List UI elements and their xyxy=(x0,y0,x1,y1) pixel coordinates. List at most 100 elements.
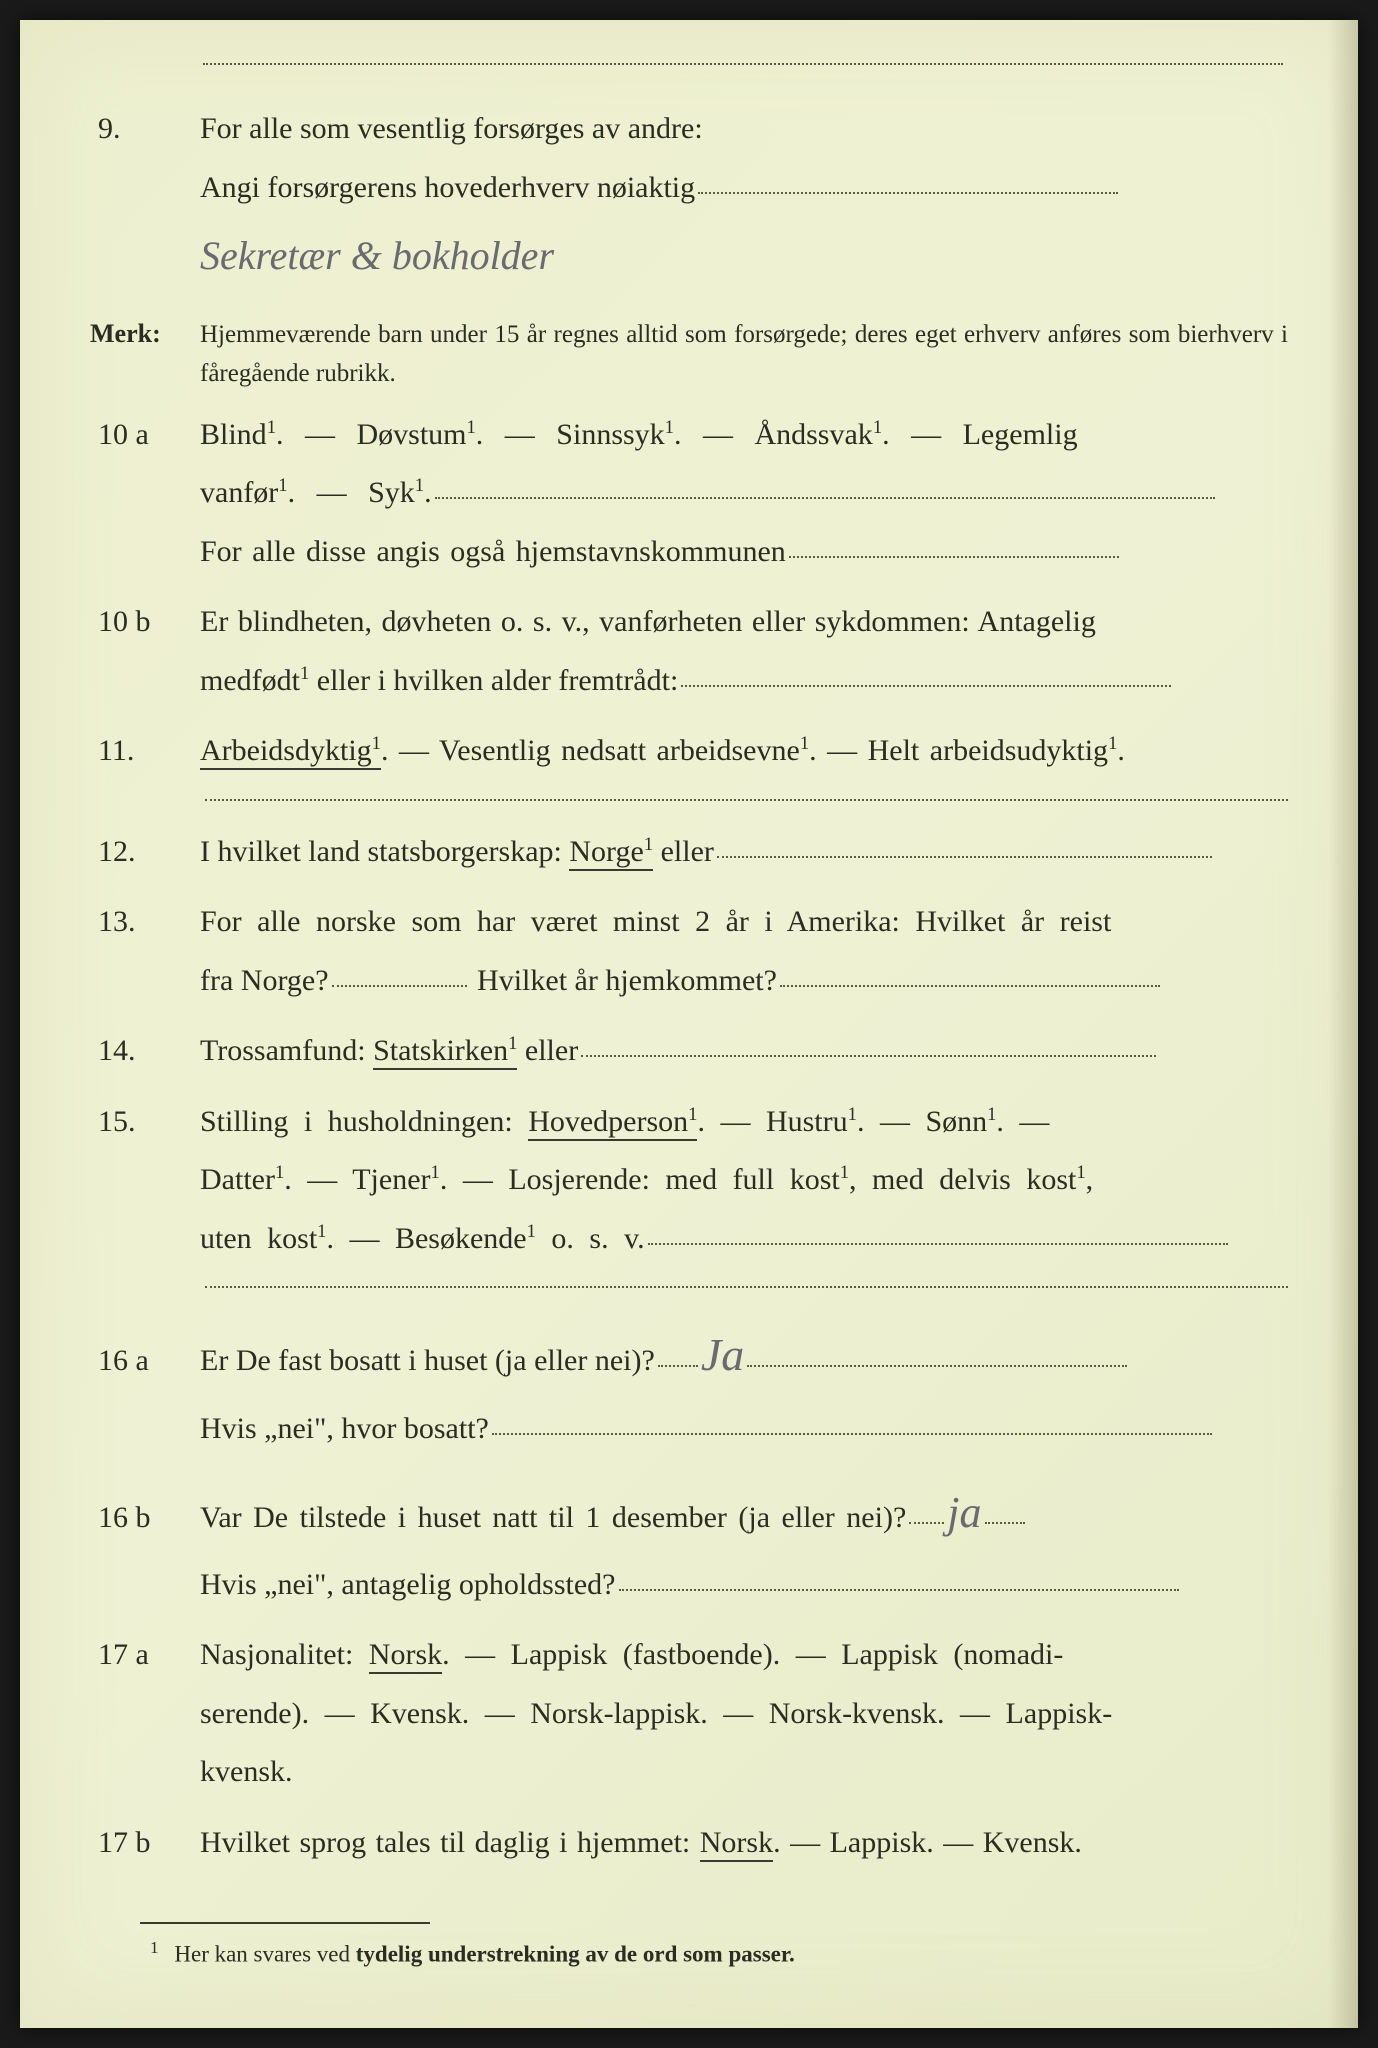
q14-num: 14. xyxy=(90,1022,200,1081)
q10a: 10 a Blind1. — Døvstum1. — Sinnssyk1. — … xyxy=(90,406,1288,582)
footnote-num: 1 xyxy=(150,1938,159,1957)
q16a-line2: Hvis „nei", hvor bosatt? xyxy=(200,1412,489,1445)
q13-num: 13. xyxy=(90,893,200,952)
q15-prefix: Stilling i husholdningen: xyxy=(200,1105,528,1138)
q11-num: 11. xyxy=(90,722,200,781)
q10a-line3: For alle disse angis også hjemstavnskomm… xyxy=(200,535,786,568)
q12-suffix: eller xyxy=(653,835,714,868)
q17b-selected-norsk: Norsk xyxy=(700,1826,773,1862)
q14-body: Trossamfund: Statskirken1 eller xyxy=(200,1022,1288,1081)
q15-l3: uten kost1. — Besøkende1 o. s. v. xyxy=(200,1222,645,1255)
q16b: 16 b Var De tilstede i huset natt til 1 … xyxy=(90,1470,1288,1614)
q13-fill-1 xyxy=(332,985,467,987)
q15-sonn: Sønn1. xyxy=(925,1105,1003,1138)
footnote-text-a: Her kan svares ved xyxy=(174,1942,355,1967)
q10b-line2: medfødt1 eller i hvilken alder fremtrådt… xyxy=(200,664,678,697)
q9-line2: Angi forsørgerens hovederhverv nøiaktig xyxy=(200,171,695,204)
q10b: 10 b Er blindheten, døvheten o. s. v., v… xyxy=(90,593,1288,710)
q9-line1: For alle som vesentlig forsørges av andr… xyxy=(200,112,703,145)
q10a-fill-line xyxy=(435,497,1215,499)
q16a-answer: Ja xyxy=(701,1310,744,1400)
q11-opt2: Vesentlig nedsatt arbeidsevne1. xyxy=(439,734,817,767)
q14-selected-statskirken: Statskirken1 xyxy=(373,1034,517,1070)
q17b-body: Hvilket sprog tales til daglig i hjemmet… xyxy=(200,1814,1288,1873)
q14-fill-line xyxy=(581,1055,1156,1057)
q11: 11. Arbeidsdyktig1. — Vesentlig nedsatt … xyxy=(90,722,1288,781)
q15-num: 15. xyxy=(90,1093,200,1152)
merk-label: Merk: xyxy=(90,309,200,360)
q14-suffix: eller xyxy=(517,1034,578,1067)
q17a-rest-l1: — Lappisk (fastboende). — Lappisk (nomad… xyxy=(450,1638,1064,1671)
footnote-rule xyxy=(140,1922,430,1924)
q12-body: I hvilket land statsborgerskap: Norge1 e… xyxy=(200,823,1288,882)
q9-fill-line1 xyxy=(698,192,1118,194)
q15-selected-hovedperson: Hovedperson1 xyxy=(528,1105,697,1141)
q13: 13. For alle norske som har været minst … xyxy=(90,893,1288,1010)
q17a-num: 17 a xyxy=(90,1626,200,1685)
q15-hustru: Hustru1. xyxy=(766,1105,864,1138)
q9-fill-line2 xyxy=(203,63,1283,65)
merk-text: Hjemmeværende barn under 15 år regnes al… xyxy=(200,316,1288,394)
q14: 14. Trossamfund: Statskirken1 eller xyxy=(90,1022,1288,1081)
q9-handwritten-answer: Sekretær & bokholder xyxy=(200,217,554,295)
q16b-fill-post xyxy=(985,1522,1025,1524)
q17a: 17 a Nasjonalitet: Norsk. — Lappisk (fas… xyxy=(90,1626,1288,1802)
q10a-body: Blind1. — Døvstum1. — Sinnssyk1. — Åndss… xyxy=(200,406,1288,582)
q16b-line1: Var De tilstede i huset natt til 1 desem… xyxy=(200,1501,906,1534)
q16a-fill-pre xyxy=(658,1365,698,1367)
q10a-num: 10 a xyxy=(90,406,200,465)
q13-line1: For alle norske som har været minst 2 år… xyxy=(200,905,1111,938)
q16b-answer: ja xyxy=(947,1470,981,1556)
q17b-prefix: Hvilket sprog tales til daglig i hjemmet… xyxy=(200,1826,700,1859)
q10a-line2: vanfør1. — Syk1. xyxy=(200,476,432,509)
q17b: 17 b Hvilket sprog tales til daglig i hj… xyxy=(90,1814,1288,1873)
q16a-body: Er De fast bosatt i huset (ja eller nei)… xyxy=(200,1310,1288,1458)
q12-fill-line xyxy=(717,856,1212,858)
q9-body: For alle som vesentlig forsørges av andr… xyxy=(200,100,1288,295)
q17a-l3: kvensk. xyxy=(200,1755,293,1788)
q10b-body: Er blindheten, døvheten o. s. v., vanfør… xyxy=(200,593,1288,710)
section-rule-2 xyxy=(205,1286,1288,1288)
q16b-body: Var De tilstede i huset natt til 1 desem… xyxy=(200,1470,1288,1614)
q13-fill-2 xyxy=(780,985,1160,987)
section-rule-1 xyxy=(205,799,1288,801)
q15-fill-line xyxy=(648,1243,1228,1245)
q17a-prefix: Nasjonalitet: xyxy=(200,1638,369,1671)
q11-opt3: Helt arbeidsudyktig1. xyxy=(868,734,1125,767)
q10b-line1: Er blindheten, døvheten o. s. v., vanfør… xyxy=(200,605,1096,638)
q9-num: 9. xyxy=(90,100,200,159)
q15-datter: Datter1. xyxy=(200,1163,292,1196)
q16b-fill-pre xyxy=(909,1522,944,1524)
q12: 12. I hvilket land statsborgerskap: Norg… xyxy=(90,823,1288,882)
q14-prefix: Trossamfund: xyxy=(200,1034,373,1067)
footnote-text-b: tydelig understrekning av de ord som pas… xyxy=(356,1942,795,1967)
q12-selected-norge: Norge1 xyxy=(569,835,653,871)
census-form-page: 9. For alle som vesentlig forsørges av a… xyxy=(20,20,1358,2028)
q10b-fill-line xyxy=(681,685,1171,687)
q10a-fill-line2 xyxy=(789,556,1119,558)
q10a-opt-sinnssyk: Sinnssyk1. xyxy=(556,418,681,451)
q17a-l2: serende). — Kvensk. — Norsk-lappisk. — N… xyxy=(200,1697,1112,1730)
q16a-num: 16 a xyxy=(90,1332,200,1391)
q17a-body: Nasjonalitet: Norsk. — Lappisk (fastboen… xyxy=(200,1626,1288,1802)
q12-num: 12. xyxy=(90,823,200,882)
q16b-num: 16 b xyxy=(90,1489,200,1548)
q16a-fill-line2 xyxy=(492,1433,1212,1435)
q16b-fill-line2 xyxy=(619,1589,1179,1591)
q13-line2b: Hvilket år hjemkommet? xyxy=(477,964,777,997)
q15-losjerende: Losjerende: med full kost1, med delvis k… xyxy=(508,1163,1093,1196)
q10a-opt-legemlig: Legemlig xyxy=(963,418,1078,451)
q16b-line2: Hvis „nei", antagelig opholdssted? xyxy=(200,1568,616,1601)
footnote: 1 Her kan svares ved tydelig understrekn… xyxy=(90,1938,1288,1968)
q13-body: For alle norske som har været minst 2 år… xyxy=(200,893,1288,1010)
q17b-num: 17 b xyxy=(90,1814,200,1873)
q10a-opt-andssvak: Åndssvak1. xyxy=(754,418,889,451)
q15: 15. Stilling i husholdningen: Hovedperso… xyxy=(90,1093,1288,1269)
q10a-opt-blind: Blind1. xyxy=(200,418,283,451)
q10b-num: 10 b xyxy=(90,593,200,652)
q15-tjener: Tjener1. xyxy=(352,1163,447,1196)
q11-selected-arbeidsdyktig: Arbeidsdyktig1 xyxy=(200,734,381,770)
merk-note: Merk: Hjemmeværende barn under 15 år reg… xyxy=(90,309,1288,394)
q13-line2a: fra Norge? xyxy=(200,964,329,997)
q16a: 16 a Er De fast bosatt i huset (ja eller… xyxy=(90,1310,1288,1458)
